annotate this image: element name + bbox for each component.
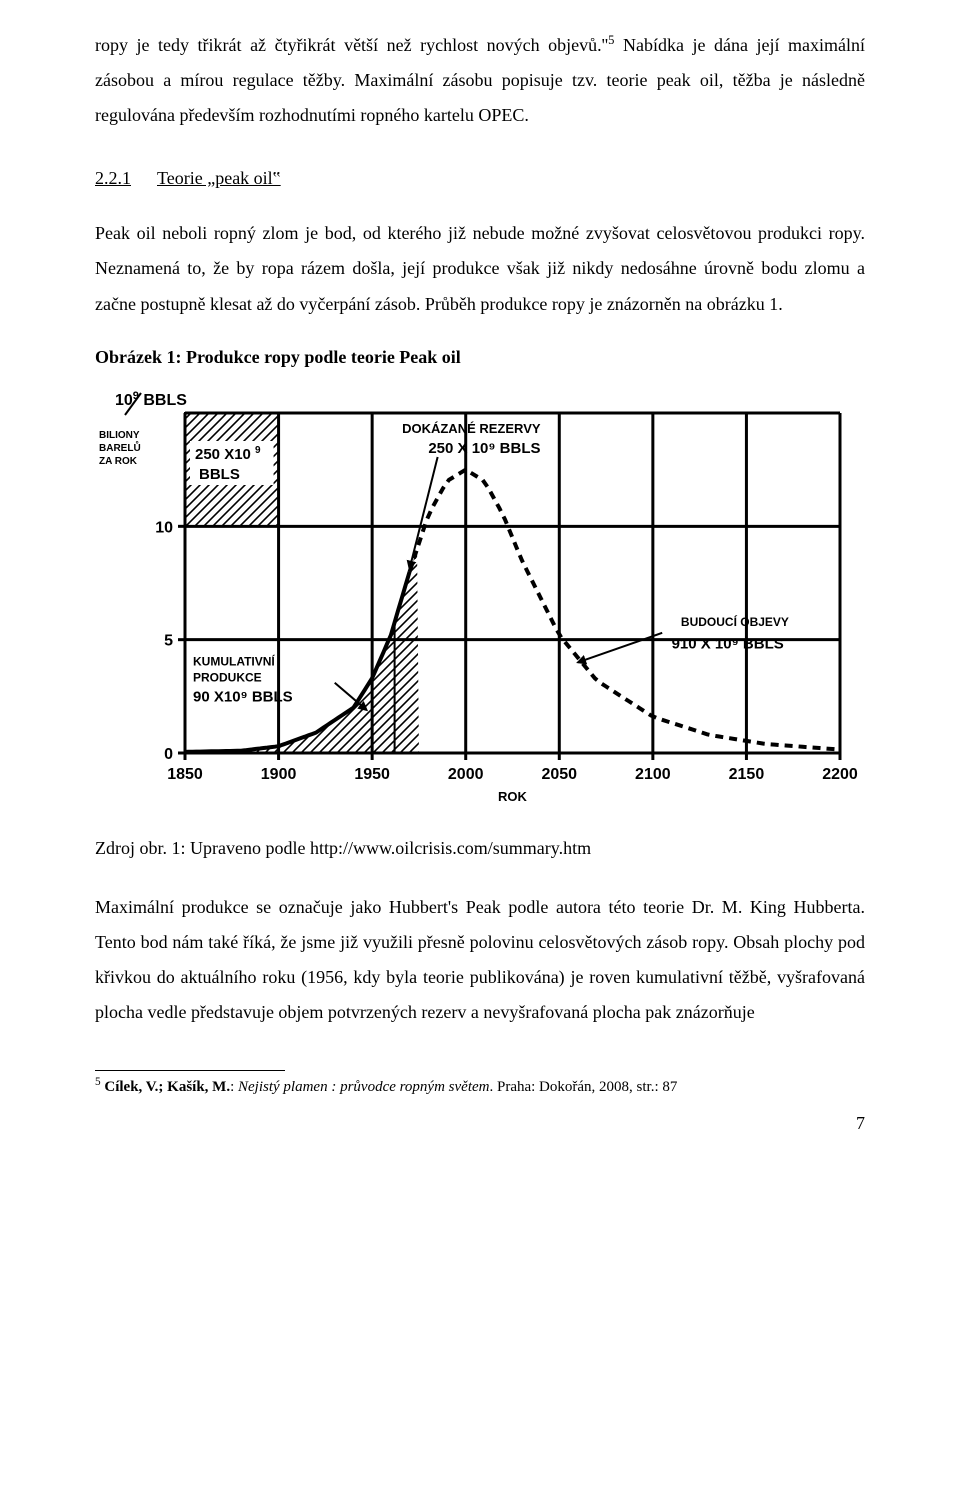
footnote-title: Nejistý plamen : průvodce ropným světem — [238, 1079, 489, 1095]
svg-text:250 X 10⁹ BBLS: 250 X 10⁹ BBLS — [428, 440, 540, 457]
svg-text:0: 0 — [164, 746, 173, 763]
footnote-5: 5 Cílek, V.; Kašík, M.: Nejistý plamen :… — [95, 1075, 865, 1098]
page-number: 7 — [95, 1106, 865, 1141]
svg-text:10: 10 — [155, 519, 173, 536]
svg-text:ROK: ROK — [498, 789, 528, 804]
svg-text:9: 9 — [255, 445, 261, 456]
para1-a: ropy je tedy třikrát až čtyřikrát větší … — [95, 35, 608, 55]
svg-text:2100: 2100 — [635, 766, 671, 783]
svg-text:BBLS: BBLS — [199, 466, 240, 483]
footnote-colon: : — [230, 1079, 238, 1095]
footnote-separator — [95, 1070, 285, 1071]
svg-text:109 BBLS: 109 BBLS — [115, 390, 187, 409]
heading-number: 2.2.1 — [95, 161, 131, 196]
svg-text:5: 5 — [164, 632, 173, 649]
peak-oil-chart: 1850 1900 1950 2000 2050 2100 2150 2200 0 5 10 ROK 1… — [95, 383, 865, 813]
svg-text:BARELŮ: BARELŮ — [99, 440, 141, 454]
figure-source: Zdroj obr. 1: Upraveno podle http://www.… — [95, 831, 865, 866]
page: ropy je tedy třikrát až čtyřikrát větší … — [0, 0, 960, 1171]
svg-text:910 X 10⁹ BBLS: 910 X 10⁹ BBLS — [672, 635, 784, 652]
figure-title: Obrázek 1: Produkce ropy podle teorie Pe… — [95, 340, 865, 375]
heading-title: Teorie „peak oil‟ — [157, 161, 281, 196]
paragraph-2: Peak oil neboli ropný zlom je bod, od kt… — [95, 216, 865, 321]
svg-text:1950: 1950 — [354, 766, 390, 783]
chart-svg: 1850 1900 1950 2000 2050 2100 2150 2200 0 5 10 ROK 1… — [95, 383, 865, 813]
svg-text:PRODUKCE: PRODUKCE — [193, 670, 262, 684]
svg-text:2000: 2000 — [448, 766, 484, 783]
svg-text:1900: 1900 — [261, 766, 297, 783]
svg-text:DOKÁZANÉ REZERVY: DOKÁZANÉ REZERVY — [402, 421, 541, 436]
footnote-number: 5 — [95, 1076, 101, 1088]
svg-text:2150: 2150 — [729, 766, 765, 783]
footnote-tail: . Praha: Dokořán, 2008, str.: 87 — [489, 1079, 677, 1095]
footnote-author: Cílek, V.; Kašík, M. — [104, 1079, 230, 1095]
section-heading: 2.2.1 Teorie „peak oil‟ — [95, 161, 865, 196]
svg-text:1850: 1850 — [167, 766, 203, 783]
svg-text:BILIONY: BILIONY — [99, 430, 140, 441]
svg-text:250 X10: 250 X10 — [195, 446, 251, 463]
paragraph-1: ropy je tedy třikrát až čtyřikrát větší … — [95, 28, 865, 133]
svg-text:90 X10⁹ BBLS: 90 X10⁹ BBLS — [193, 688, 293, 705]
svg-text:2050: 2050 — [541, 766, 577, 783]
paragraph-3: Maximální produkce se označuje jako Hubb… — [95, 890, 865, 1030]
svg-text:ZA ROK: ZA ROK — [99, 456, 138, 467]
svg-text:KUMULATIVNÍ: KUMULATIVNÍ — [193, 653, 275, 668]
svg-text:2200: 2200 — [822, 766, 858, 783]
svg-text:BUDOUCÍ OBJEVY: BUDOUCÍ OBJEVY — [681, 614, 789, 629]
